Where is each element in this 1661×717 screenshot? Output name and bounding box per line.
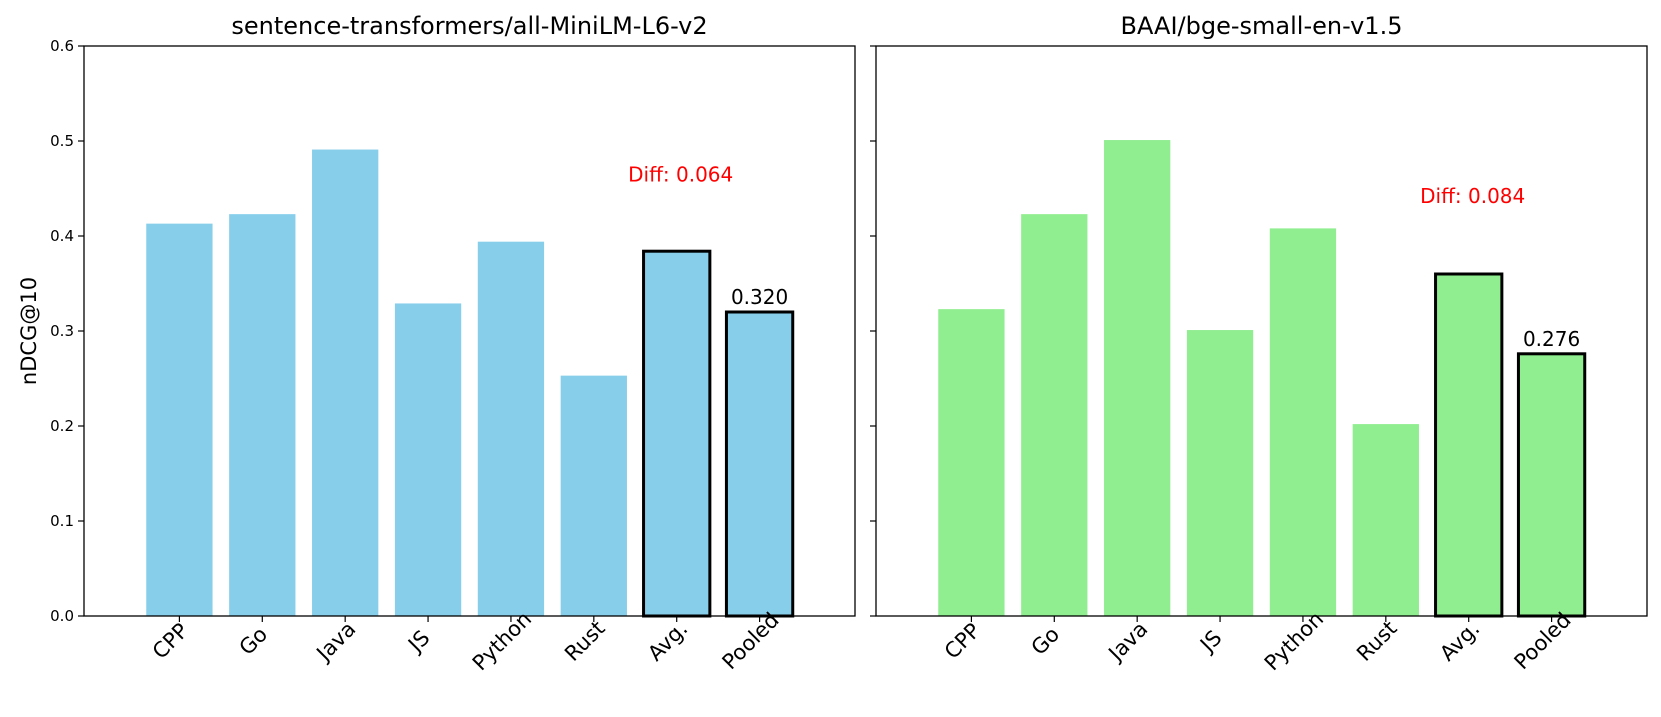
y-tick-label: 0.1	[50, 512, 74, 530]
chart-panel-2: BAAI/bge-small-en-v1.5 CPP Go Java JS Python R…	[870, 12, 1648, 675]
y-axis-label: nDCG@10	[17, 277, 41, 385]
x-tick-label: Avg.	[1435, 616, 1484, 665]
x-tick-label: Avg.	[643, 616, 692, 665]
x-tick-label: Pooled	[718, 608, 784, 674]
x-tick-label: Java	[311, 617, 361, 667]
x-tick-label: Go	[235, 622, 273, 660]
x-tick-label: Python	[468, 607, 536, 675]
x-tick-label: Java	[1103, 617, 1153, 667]
bar-js	[1186, 330, 1254, 616]
bar-pooled	[1516, 352, 1587, 618]
plot-frame	[83, 45, 856, 617]
y-tick-label: 0.6	[50, 37, 74, 55]
y-tick-label: 0.2	[50, 417, 74, 435]
bar-pooled	[724, 310, 795, 618]
x-tick-label: Rust	[560, 616, 610, 666]
x-tick-label: JS	[1194, 626, 1226, 658]
diff-annotation: Diff: 0.064	[628, 162, 733, 186]
diff-annotation: Diff: 0.084	[1420, 184, 1525, 208]
y-tick-label: 0.4	[50, 227, 74, 245]
y-tick-label: 0.0	[50, 607, 74, 625]
bar-rust	[560, 375, 627, 616]
chart-title: BAAI/bge-small-en-v1.5	[1121, 12, 1403, 40]
value-label: 0.320	[731, 285, 788, 309]
x-tick-label: Rust	[1352, 616, 1402, 666]
y-tick-label: 0.5	[50, 132, 74, 150]
chart-title: sentence-transformers/all-MiniLM-L6-v2	[231, 12, 707, 40]
bar-python	[1269, 228, 1337, 616]
bar-python	[477, 241, 545, 616]
x-tick-label: CPP	[148, 618, 193, 663]
value-label: 0.276	[1523, 327, 1580, 351]
bar-rust	[1352, 424, 1419, 616]
x-tick-label: CPP	[940, 618, 985, 663]
bar-cpp	[938, 309, 1005, 616]
bar-avg	[1434, 272, 1504, 618]
bar-avg	[642, 249, 712, 618]
bar-java	[312, 149, 379, 617]
y-tick-label: 0.3	[50, 322, 74, 340]
bar-go	[229, 214, 296, 616]
bar-java	[1104, 140, 1171, 617]
bar-js	[394, 303, 462, 616]
chart-panel-1: sentence-transformers/all-MiniLM-L6-v2 CP…	[17, 12, 856, 675]
plot-frame	[875, 45, 1648, 617]
bar-go	[1021, 214, 1088, 616]
bar-cpp	[146, 223, 213, 616]
x-tick-label: Python	[1260, 607, 1328, 675]
x-tick-label: Pooled	[1510, 608, 1576, 674]
x-tick-label: JS	[402, 626, 434, 658]
x-tick-label: Go	[1027, 622, 1065, 660]
